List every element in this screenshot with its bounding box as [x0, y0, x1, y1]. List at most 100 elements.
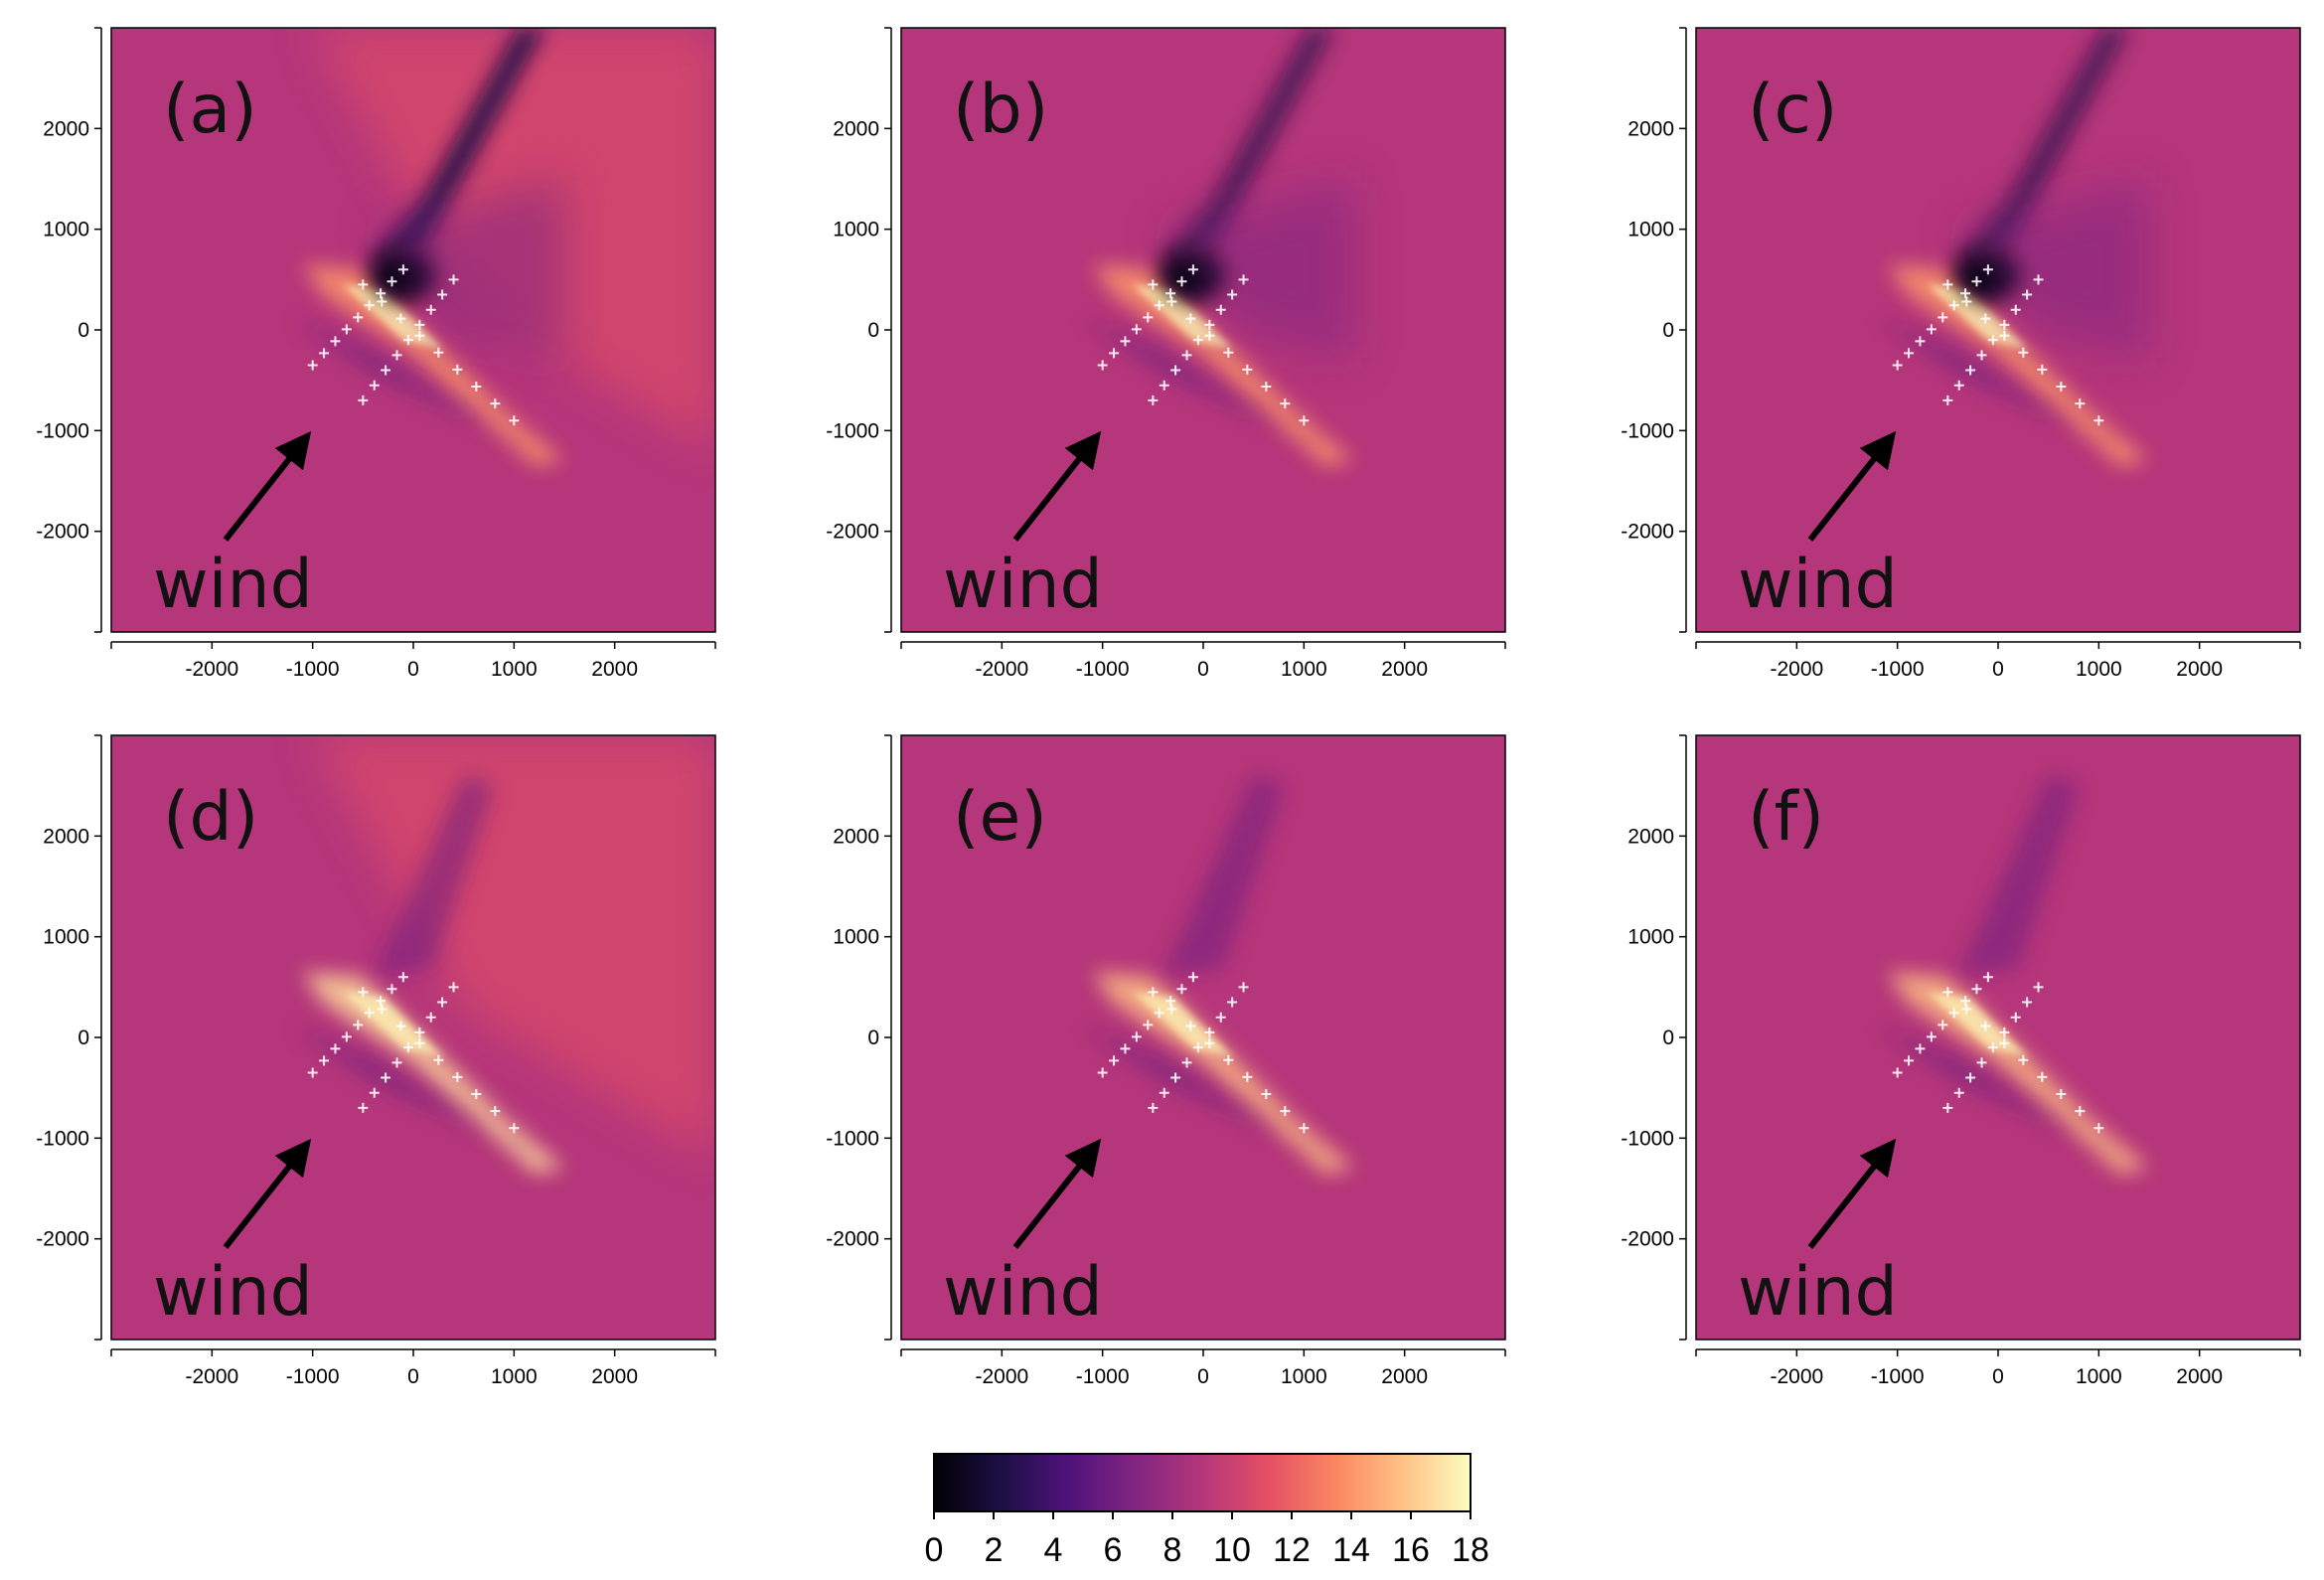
turbine-marker — [1892, 1067, 1903, 1078]
panel-frame — [900, 27, 1506, 633]
turbine-marker — [1097, 1067, 1108, 1078]
colorbar-gradient — [933, 1453, 1472, 1512]
y-tick-label: 0 — [867, 319, 879, 342]
x-tick-label: 2000 — [2176, 658, 2223, 681]
turbine-marker — [1165, 288, 1176, 299]
y-tick-label: -1000 — [826, 1127, 879, 1150]
wake-plume — [1957, 775, 2080, 978]
colorbar-tick-label: 16 — [1392, 1531, 1430, 1569]
wake-plume — [1952, 28, 2129, 265]
turbine-marker — [369, 1087, 380, 1098]
turbine-marker — [1223, 1054, 1234, 1065]
wind-label: wind — [943, 1253, 1103, 1332]
colorbar-tick-label: 6 — [1104, 1531, 1123, 1569]
turbine-markers — [1097, 264, 1310, 426]
turbine-marker — [1204, 1027, 1215, 1037]
turbine-marker — [1170, 1072, 1181, 1083]
turbine-marker — [448, 982, 459, 993]
turbine-marker — [452, 364, 463, 375]
turbine-marker — [1971, 984, 1982, 995]
heatmap-field — [901, 735, 1505, 1340]
wind-label: wind — [1738, 1253, 1898, 1332]
turbine-marker — [1971, 276, 1982, 287]
turbine-marker — [1143, 312, 1154, 323]
y-tick-label: 1000 — [1627, 219, 1674, 241]
panel-e: -2000 -2000 -1000 -1000 0 0 1000 1000 2000 2000 (e… — [826, 734, 1506, 1388]
turbine-marker — [341, 324, 352, 335]
lee-region — [1877, 319, 2129, 451]
turbine-marker — [2022, 289, 2033, 300]
axes: -2000 -2000 -1000 -1000 0 0 1000 1000 2000 2000 — [826, 734, 1506, 1388]
colorbar-tick-label: 14 — [1332, 1531, 1370, 1569]
turbine-marker — [358, 395, 369, 405]
turbine-marker — [1165, 996, 1176, 1007]
turbine-marker — [1937, 312, 1948, 323]
turbine-marker — [395, 313, 406, 324]
turbine-marker — [1904, 348, 1915, 359]
turbine-marker — [391, 350, 402, 361]
turbine-marker — [369, 380, 380, 391]
turbine-marker — [1980, 313, 1991, 324]
turbine-marker — [1982, 972, 1993, 983]
turbine-marker — [1185, 313, 1196, 324]
turbine-marker — [307, 1067, 318, 1078]
y-tick-label: 1000 — [43, 926, 89, 949]
turbine-marker — [1181, 350, 1192, 361]
x-tick-label: 1000 — [1281, 1365, 1327, 1388]
turbine-marker — [387, 276, 397, 287]
y-tick-label: -2000 — [826, 1228, 879, 1251]
wind-label: wind — [943, 546, 1103, 624]
turbine-marker — [1999, 319, 2010, 330]
x-tick-label: -2000 — [1770, 658, 1823, 681]
turbine-marker — [1148, 395, 1159, 405]
panel-f: -2000 -2000 -1000 -1000 0 0 1000 1000 2000 2000 (f… — [1621, 734, 2301, 1388]
turbine-marker — [1166, 1004, 1177, 1015]
panels-group: -2000 -2000 -1000 -1000 0 0 1000 1000 2000 2000 (a… — [36, 27, 2301, 1388]
y-tick-label: 0 — [867, 1027, 879, 1049]
turbine-marker — [414, 1027, 425, 1037]
turbine-marker — [433, 1054, 444, 1065]
x-tick-label: -1000 — [286, 1365, 340, 1388]
panel-frame — [110, 734, 716, 1341]
turbine-marker — [1227, 997, 1238, 1008]
turbine-marker — [2075, 398, 2086, 409]
wake-spread — [1162, 179, 1354, 361]
panel-label: (f) — [1748, 778, 1824, 857]
turbine-marker — [330, 336, 341, 347]
turbine-marker — [1960, 288, 1971, 299]
turbine-marker — [1280, 398, 1291, 409]
y-tick-label: 2000 — [833, 117, 879, 140]
turbine-marker — [452, 1071, 463, 1082]
turbine-marker — [448, 274, 459, 285]
speedup-band — [1887, 972, 2149, 1174]
turbine-marker — [433, 347, 444, 358]
turbine-marker — [2093, 415, 2104, 426]
axes: -2000 -2000 -1000 -1000 0 0 1000 1000 2000 2000 — [1621, 734, 2301, 1388]
turbine-marker — [1238, 274, 1249, 285]
turbine-marker — [381, 365, 391, 376]
speedup-band — [1092, 972, 1354, 1174]
turbine-marker — [1999, 1037, 2010, 1048]
turbine-marker — [1120, 1043, 1131, 1054]
x-tick-label: 2000 — [591, 658, 638, 681]
y-tick-label: 2000 — [43, 825, 89, 848]
turbine-marker — [1915, 1043, 1926, 1054]
turbine-marker — [425, 1012, 436, 1023]
y-tick-label: 2000 — [43, 117, 89, 140]
turbine-marker — [1242, 1071, 1253, 1082]
y-tick-label: -2000 — [36, 1228, 89, 1251]
turbine-marker — [1154, 300, 1164, 311]
turbine-marker — [1159, 380, 1169, 391]
turbine-marker — [2010, 1012, 2021, 1023]
turbine-marker — [377, 1004, 387, 1015]
turbine-marker — [1987, 1042, 1998, 1053]
y-tick-label: 0 — [1662, 1027, 1674, 1049]
axes: -2000 -2000 -1000 -1000 0 0 1000 1000 2000 2000 — [826, 27, 1506, 681]
turbine-marker — [1159, 1087, 1169, 1098]
lee-region — [292, 319, 544, 451]
turbine-marker — [1204, 330, 1215, 341]
turbine-marker — [319, 348, 330, 359]
y-tick-label: -1000 — [1621, 419, 1674, 442]
turbine-marker — [1131, 324, 1142, 335]
